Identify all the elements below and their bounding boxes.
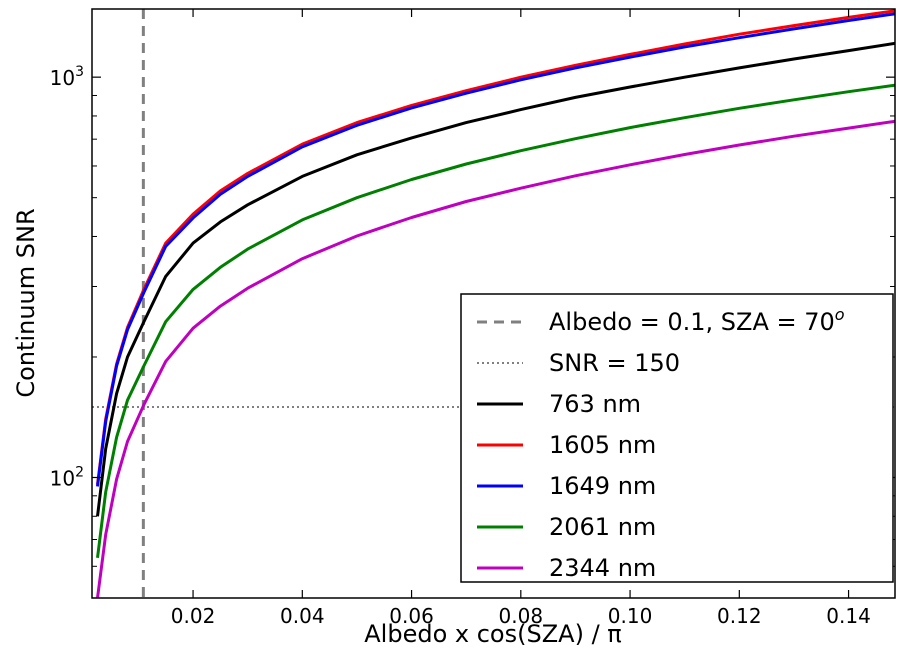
legend-label: SNR = 150: [549, 349, 680, 377]
axis-tick-labels: 0.02 0.04 0.06 0.08 0.10 0.12 0.14 102 103: [50, 64, 871, 628]
x-axis-label: Albedo x cos(SZA) / π: [364, 620, 621, 648]
legend-label: Albedo = 0.1, SZA = 70o: [549, 305, 845, 336]
y-tick-label: 102: [50, 464, 84, 490]
x-tick-label: 0.04: [280, 604, 325, 628]
legend-box: [460, 293, 894, 583]
series-line-1649-nm: [96, 12, 895, 487]
y-tick-label: 103: [50, 64, 84, 90]
x-tick-label: 0.14: [826, 604, 871, 628]
series-lines: [96, 9, 895, 598]
series-line-2061-nm: [96, 83, 895, 558]
legend-label: 1605 nm: [549, 431, 656, 459]
series-line-763-nm: [96, 41, 895, 517]
legend: Albedo = 0.1, SZA = 70o SNR = 150 763 nm 16…: [460, 293, 894, 583]
legend-label: 2344 nm: [549, 554, 656, 582]
y-axis-label: Continuum SNR: [12, 208, 40, 397]
x-tick-label: 0.06: [389, 604, 434, 628]
x-tick-label: 0.10: [608, 604, 653, 628]
plot-frame: [91, 8, 896, 599]
legend-label: 763 nm: [549, 390, 641, 418]
series-line-2344-nm: [96, 119, 895, 598]
legend-label: 2061 nm: [549, 513, 656, 541]
x-tick-label: 0.12: [717, 604, 762, 628]
x-tick-label: 0.02: [171, 604, 216, 628]
x-tick-label: 0.08: [499, 604, 544, 628]
legend-label: 1649 nm: [549, 472, 656, 500]
